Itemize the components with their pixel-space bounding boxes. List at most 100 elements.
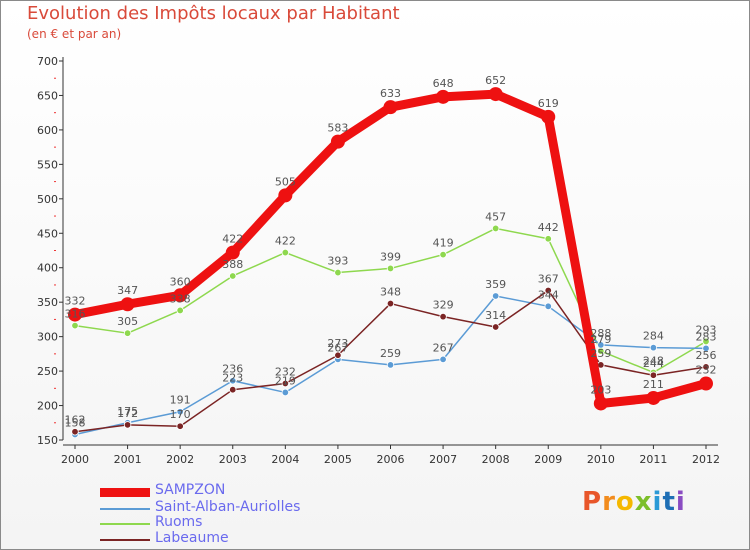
data-label: 314 [485, 309, 506, 322]
data-label: 162 [65, 414, 86, 427]
y-tick-label: 600 [37, 124, 58, 137]
x-tick-label: 2005 [324, 453, 352, 466]
data-label: 583 [327, 122, 348, 135]
data-label: 211 [643, 378, 664, 391]
data-label: 288 [590, 327, 611, 340]
data-point [436, 89, 451, 104]
data-point [544, 302, 552, 311]
data-label: 259 [590, 347, 611, 360]
data-point [176, 422, 184, 430]
data-label: 505 [275, 175, 296, 188]
data-label: 329 [433, 299, 454, 312]
series-lines [68, 87, 713, 439]
data-label: 332 [65, 295, 86, 308]
x-tick-label: 2000 [61, 453, 89, 466]
legend-swatch [100, 508, 150, 510]
data-label: 388 [222, 258, 243, 271]
data-label: 273 [327, 337, 348, 350]
y-tick-label: 550 [37, 158, 58, 171]
data-label: 347 [117, 284, 138, 297]
data-point [330, 134, 345, 149]
y-tick-label: 300 [37, 331, 58, 344]
data-point [439, 250, 447, 259]
data-label: 359 [485, 278, 506, 291]
chart-subtitle: (en € et par an) [27, 27, 122, 41]
x-tick-label: 2012 [692, 453, 720, 466]
data-label: 283 [696, 330, 717, 343]
data-label: 633 [380, 87, 401, 100]
data-label: 284 [643, 330, 664, 343]
data-point [541, 109, 556, 124]
data-point [71, 428, 79, 436]
data-label: 232 [696, 363, 717, 376]
legend-label: Saint-Alban-Auriolles [155, 499, 301, 515]
y-tick-label: 450 [37, 227, 58, 240]
data-point [699, 376, 713, 391]
data-point [281, 248, 290, 257]
data-label: 367 [538, 272, 559, 285]
data-label: 191 [170, 394, 191, 407]
data-label: 244 [643, 357, 664, 370]
data-point [386, 264, 395, 273]
data-point [176, 306, 184, 315]
data-label: 256 [696, 349, 717, 362]
data-point [123, 329, 132, 337]
x-tick-label: 2001 [114, 453, 142, 466]
data-label: 223 [222, 372, 243, 385]
y-tick-label: 650 [37, 89, 58, 102]
legend-label: Labeaume [155, 530, 229, 546]
data-point [334, 351, 342, 359]
data-label: 648 [433, 77, 454, 90]
data-point [544, 235, 552, 243]
data-label: 442 [538, 221, 559, 234]
data-label: 175 [117, 405, 138, 418]
y-tick-label: 700 [37, 55, 58, 68]
data-point [229, 385, 237, 394]
data-point [68, 307, 82, 322]
data-point [281, 379, 290, 388]
data-point [439, 312, 447, 321]
data-label: 457 [485, 210, 506, 223]
data-label: 360 [170, 275, 191, 288]
y-tick-label: 200 [37, 400, 58, 413]
data-label: 419 [433, 237, 454, 250]
data-point [491, 323, 500, 331]
data-point [597, 341, 605, 349]
data-label: 399 [380, 250, 401, 263]
data-label: 422 [275, 235, 296, 248]
data-point [383, 100, 398, 115]
data-label: 236 [222, 363, 243, 376]
legend-swatch [100, 523, 150, 525]
x-tick-label: 2008 [482, 453, 510, 466]
data-point [646, 390, 661, 405]
data-point [491, 224, 500, 233]
data-label: 232 [275, 365, 296, 378]
data-point [488, 87, 503, 102]
y-tick-label: 400 [37, 262, 58, 275]
x-tick-label: 2007 [429, 453, 457, 466]
data-point [439, 355, 447, 364]
data-label: 393 [327, 255, 348, 268]
x-tick-label: 2010 [587, 453, 615, 466]
data-point [281, 388, 290, 397]
data-label: 344 [538, 288, 559, 301]
data-label: 203 [590, 383, 611, 396]
chart-title: Evolution des Impôts locaux par Habitant [27, 3, 400, 24]
data-label: 305 [117, 315, 138, 328]
data-point [593, 396, 608, 411]
data-point [386, 299, 395, 308]
data-point [120, 297, 135, 312]
data-label: 348 [380, 286, 401, 299]
data-point [544, 286, 552, 295]
x-tick-label: 2011 [639, 453, 667, 466]
data-point [702, 344, 710, 353]
data-labels: 316 305 338 388 422 393 399 419 457 442 279 248 293 1… [65, 74, 717, 429]
x-tick-label: 2004 [271, 453, 299, 466]
y-tick-label: 150 [37, 434, 58, 447]
data-point [229, 272, 237, 280]
legend-label: Ruoms [155, 514, 203, 530]
legend-swatch [100, 488, 150, 497]
data-label: 219 [275, 374, 296, 387]
